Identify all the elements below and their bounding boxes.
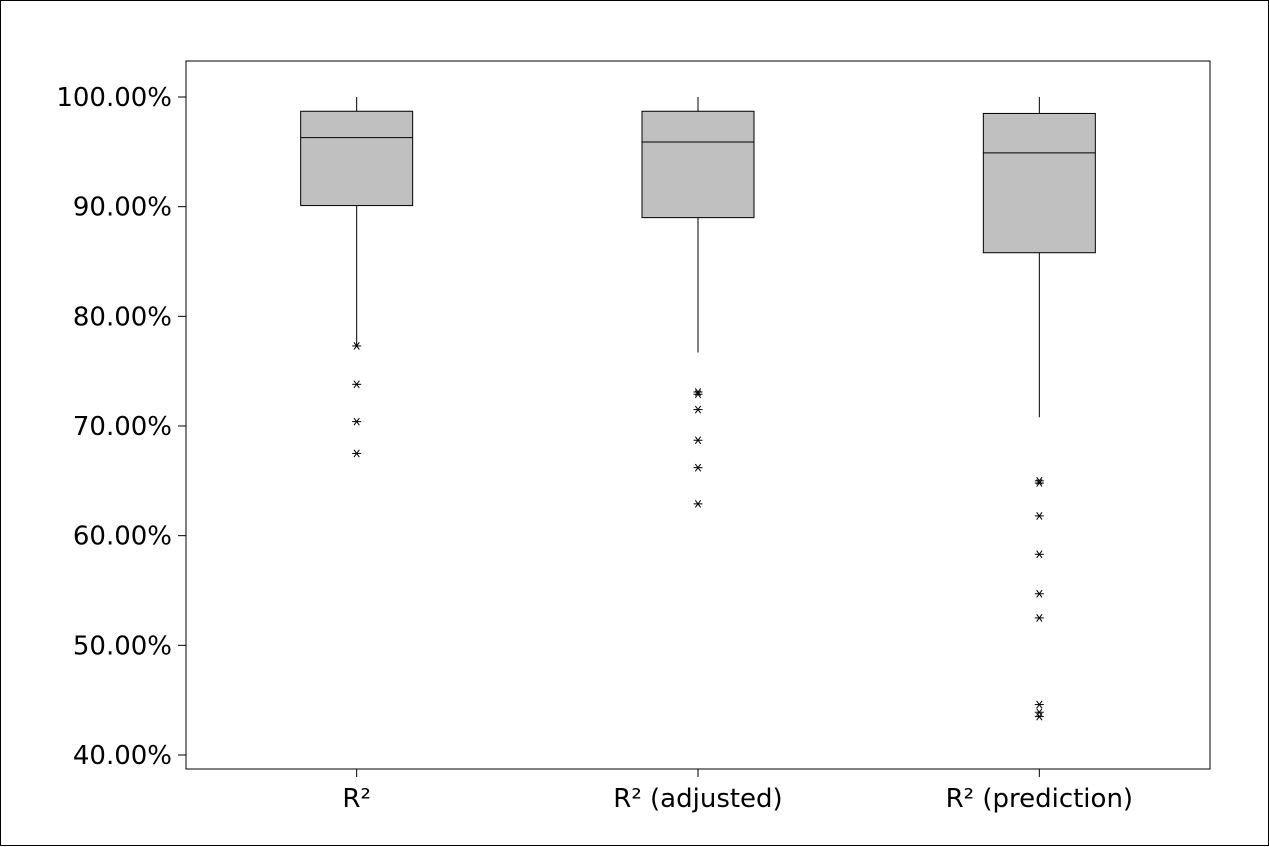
outlier-point	[1034, 614, 1044, 622]
outlier-point	[1034, 512, 1044, 520]
outlier-point	[1034, 479, 1044, 487]
outlier-point	[693, 499, 703, 508]
outlier-point	[693, 463, 703, 472]
outlier-point	[693, 405, 703, 414]
outlier-point	[1034, 712, 1044, 721]
y-tick-label: 90.00%	[73, 193, 172, 223]
iqr-box	[982, 112, 1096, 254]
outlier-point	[352, 342, 362, 350]
y-tick-label: 70.00%	[73, 412, 172, 442]
outlier-point	[1034, 700, 1044, 709]
y-tick-label: 50.00%	[73, 631, 172, 661]
iqr-box	[300, 110, 414, 207]
y-tick-label: 80.00%	[73, 302, 172, 332]
box-group	[641, 97, 755, 508]
y-tick-label: 60.00%	[73, 522, 172, 552]
outlier-point	[352, 417, 362, 426]
iqr-box	[641, 110, 755, 219]
x-axis: R² R² (adjusted) R² (prediction)	[342, 769, 1133, 814]
x-category-label: R² (adjusted)	[613, 784, 782, 814]
outlier-point	[693, 390, 703, 399]
y-tick-label: 40.00%	[73, 741, 172, 771]
y-tick-label: 100.00%	[56, 83, 172, 113]
x-category-label: R² (prediction)	[946, 784, 1133, 814]
y-axis: 40.00% 50.00% 60.00% 70.00% 80.00% 90.00% 100.…	[56, 83, 186, 771]
outlier-point	[693, 436, 703, 445]
outlier-point	[352, 449, 362, 458]
box-group	[982, 97, 1096, 721]
x-category-label: R²	[342, 784, 371, 814]
box-group	[300, 97, 414, 458]
outlier-point	[1034, 550, 1044, 559]
outlier-point	[352, 380, 362, 389]
outlier-point	[1034, 589, 1044, 598]
boxes	[300, 97, 1096, 721]
